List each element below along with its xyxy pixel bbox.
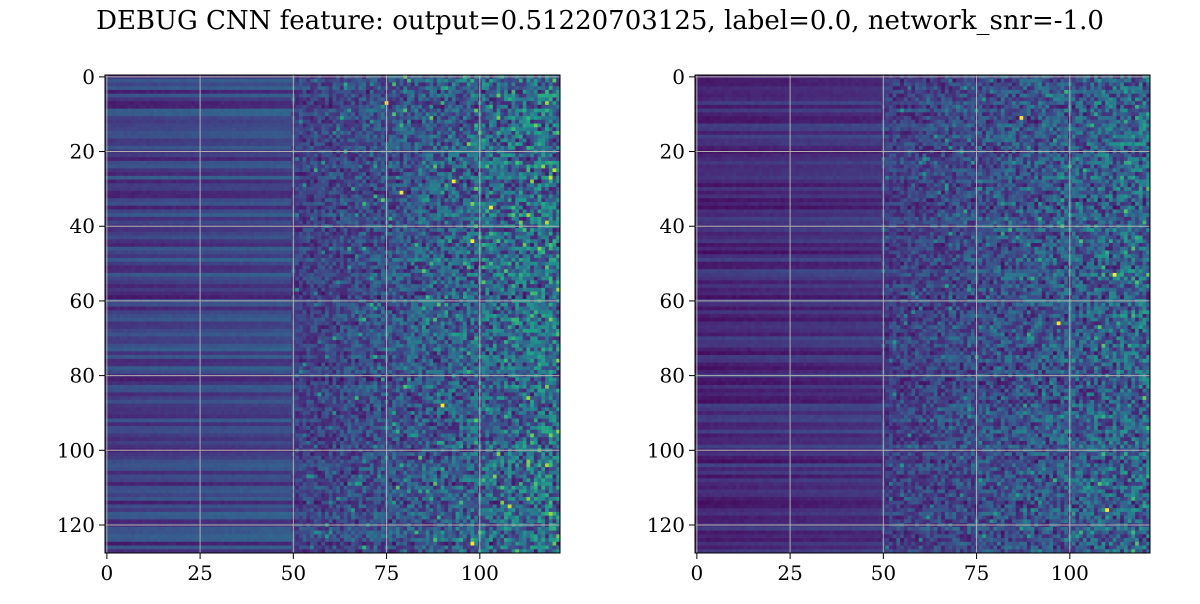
y-tick-label: 0 bbox=[82, 65, 95, 89]
heatmap-cells-right bbox=[695, 75, 1151, 554]
x-tick-label: 75 bbox=[374, 561, 399, 585]
y-tick-label: 0 bbox=[672, 65, 685, 89]
plot-frame-right bbox=[694, 74, 1151, 554]
y-tick-label: 100 bbox=[57, 438, 95, 462]
x-tick-label: 0 bbox=[100, 561, 113, 585]
heatmap-cells-left bbox=[105, 75, 561, 554]
grid-lines-right bbox=[695, 75, 1150, 553]
y-tick-label: 80 bbox=[70, 364, 95, 388]
plot-frame-left bbox=[104, 74, 561, 554]
x-tick-label: 100 bbox=[461, 561, 499, 585]
grid-lines-left bbox=[105, 75, 560, 553]
y-tick-label: 80 bbox=[660, 364, 685, 388]
heatmap-right: 0 25 50 75 100 0 20 40 60 80 100 120 bbox=[647, 65, 1151, 585]
heatmap-left: 0 25 50 75 100 0 20 40 60 80 100 120 bbox=[57, 65, 561, 585]
y-tick-label: 20 bbox=[70, 140, 95, 164]
x-tick-label: 50 bbox=[281, 561, 306, 585]
figure-title: DEBUG CNN feature: output=0.51220703125,… bbox=[0, 6, 1200, 36]
y-tick-label: 120 bbox=[647, 513, 685, 537]
heatmap-panel-right: 0 25 50 75 100 0 20 40 60 80 100 120 bbox=[620, 60, 1180, 604]
y-tick-label: 100 bbox=[647, 438, 685, 462]
x-tick-label: 100 bbox=[1051, 561, 1089, 585]
x-tick-label: 75 bbox=[964, 561, 989, 585]
x-tick-label: 25 bbox=[777, 561, 802, 585]
y-tick-label: 60 bbox=[70, 289, 95, 313]
y-tick-label: 40 bbox=[70, 214, 95, 238]
x-tick-label: 0 bbox=[690, 561, 703, 585]
y-tick-label: 20 bbox=[660, 140, 685, 164]
y-tick-label: 40 bbox=[660, 214, 685, 238]
heatmap-panel-left: 0 25 50 75 100 0 20 40 60 80 100 120 bbox=[30, 60, 590, 604]
x-tick-label: 50 bbox=[871, 561, 896, 585]
y-tick-label: 60 bbox=[660, 289, 685, 313]
x-tick-label: 25 bbox=[187, 561, 212, 585]
y-tick-label: 120 bbox=[57, 513, 95, 537]
